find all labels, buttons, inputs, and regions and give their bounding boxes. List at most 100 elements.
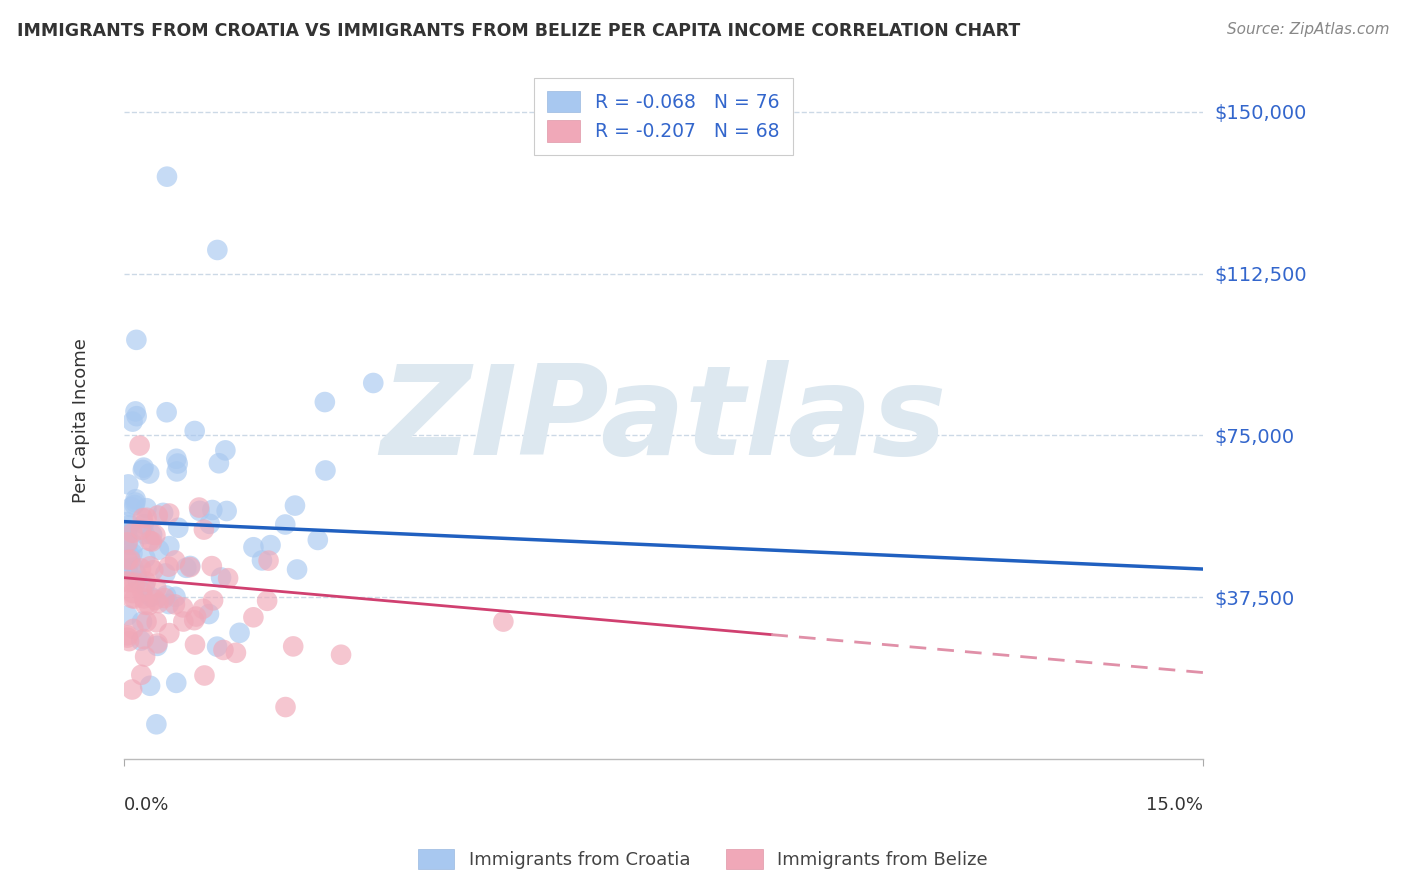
Point <box>201 559 224 574</box>
Point <box>157 559 180 574</box>
Point <box>127 574 149 588</box>
Point <box>122 622 145 636</box>
Point <box>155 589 177 603</box>
Point <box>146 508 169 523</box>
Point <box>134 649 156 664</box>
Point <box>157 539 180 553</box>
Point <box>124 495 146 509</box>
Point <box>128 439 150 453</box>
Point <box>117 575 139 590</box>
Point <box>201 503 224 517</box>
Point <box>135 501 157 516</box>
Point <box>257 553 280 567</box>
Point <box>117 628 139 642</box>
Point <box>163 598 186 612</box>
Point <box>183 424 205 438</box>
Point <box>138 598 160 612</box>
Point <box>117 515 139 529</box>
Point <box>121 586 143 600</box>
Point <box>131 584 153 599</box>
Point <box>118 634 141 648</box>
Point <box>121 682 143 697</box>
Point <box>121 415 143 429</box>
Point <box>141 534 163 549</box>
Point <box>135 615 157 629</box>
Point <box>121 546 143 560</box>
Point <box>307 533 329 547</box>
Point <box>225 646 247 660</box>
Point <box>138 467 160 481</box>
Point <box>361 376 384 390</box>
Point <box>139 559 162 574</box>
Point <box>163 553 186 567</box>
Point <box>121 591 143 605</box>
Point <box>122 560 145 574</box>
Point <box>135 510 157 524</box>
Point <box>284 499 307 513</box>
Point <box>122 538 145 552</box>
Point <box>117 477 139 491</box>
Point <box>157 597 180 611</box>
Point <box>179 558 201 573</box>
Point <box>132 591 155 606</box>
Point <box>124 404 146 418</box>
Point <box>166 465 188 479</box>
Point <box>117 564 139 578</box>
Point <box>125 333 148 347</box>
Point <box>191 601 214 615</box>
Point <box>205 640 228 654</box>
Point <box>132 632 155 646</box>
Point <box>145 592 167 607</box>
Point <box>132 460 155 475</box>
Point <box>202 593 225 607</box>
Point <box>124 591 146 606</box>
Point <box>184 609 207 624</box>
Point <box>157 626 180 640</box>
Legend: R = -0.068   N = 76, R = -0.207   N = 68: R = -0.068 N = 76, R = -0.207 N = 68 <box>534 78 793 154</box>
Point <box>193 668 215 682</box>
Point <box>121 525 143 540</box>
Point <box>156 169 179 184</box>
Point <box>242 540 264 554</box>
Point <box>167 521 190 535</box>
Point <box>134 527 156 541</box>
Point <box>228 625 250 640</box>
Point <box>208 456 231 470</box>
Point <box>183 613 205 627</box>
Point <box>153 591 176 605</box>
Point <box>139 590 162 604</box>
Point <box>207 243 229 257</box>
Point <box>132 511 155 525</box>
Point <box>117 631 139 645</box>
Point <box>117 535 139 549</box>
Point <box>117 574 139 588</box>
Point <box>172 615 194 629</box>
Point <box>193 523 215 537</box>
Point <box>157 507 180 521</box>
Point <box>148 542 170 557</box>
Point <box>120 500 142 515</box>
Point <box>125 409 148 424</box>
Point <box>117 538 139 552</box>
Point <box>118 549 141 563</box>
Point <box>120 552 142 566</box>
Point <box>132 463 155 477</box>
Point <box>259 538 281 552</box>
Point <box>165 590 187 604</box>
Point <box>146 636 169 650</box>
Point <box>217 571 239 585</box>
Point <box>209 570 232 584</box>
Point <box>129 523 152 537</box>
Point <box>117 522 139 536</box>
Point <box>139 679 162 693</box>
Point <box>142 563 165 577</box>
Point <box>198 607 221 621</box>
Point <box>184 638 207 652</box>
Point <box>274 700 297 714</box>
Point <box>124 575 146 590</box>
Text: IMMIGRANTS FROM CROATIA VS IMMIGRANTS FROM BELIZE PER CAPITA INCOME CORRELATION : IMMIGRANTS FROM CROATIA VS IMMIGRANTS FR… <box>17 22 1021 40</box>
Point <box>134 598 156 612</box>
Text: Per Capita Income: Per Capita Income <box>72 338 90 503</box>
Point <box>134 551 156 566</box>
Point <box>148 596 170 610</box>
